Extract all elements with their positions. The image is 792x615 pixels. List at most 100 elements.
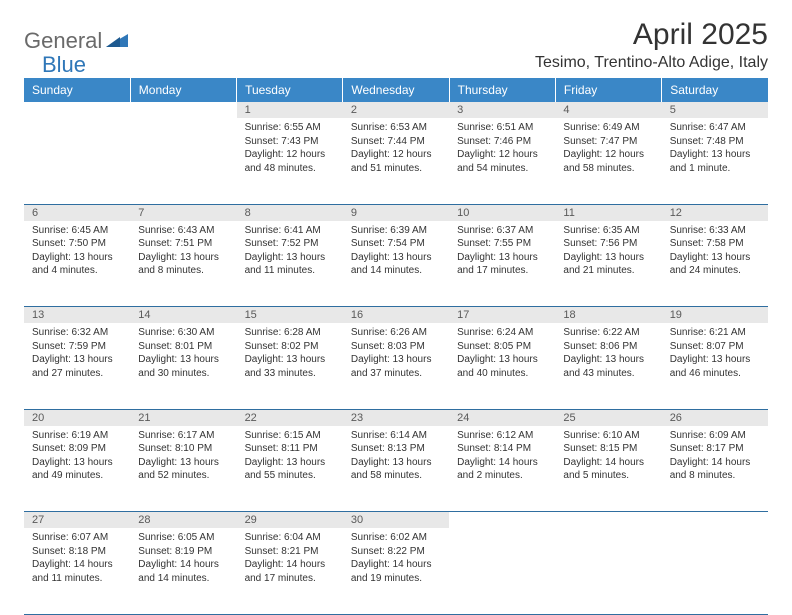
day-number-cell <box>449 512 555 529</box>
sunset-line: Sunset: 8:02 PM <box>245 340 335 354</box>
sunset-line: Sunset: 8:22 PM <box>351 545 441 559</box>
day-number-cell: 9 <box>343 204 449 221</box>
day-cell: Sunrise: 6:53 AMSunset: 7:44 PMDaylight:… <box>343 118 449 204</box>
day-number-cell: 19 <box>662 307 768 324</box>
sunset-line: Sunset: 8:03 PM <box>351 340 441 354</box>
daylight-line: Daylight: 14 hours and 8 minutes. <box>670 456 760 483</box>
daylight-line: Daylight: 14 hours and 2 minutes. <box>457 456 547 483</box>
day-cell <box>24 118 130 204</box>
day-number-cell: 12 <box>662 204 768 221</box>
day-number-cell: 18 <box>555 307 661 324</box>
sunrise-line: Sunrise: 6:14 AM <box>351 429 441 443</box>
daylight-line: Daylight: 13 hours and 17 minutes. <box>457 251 547 278</box>
sunrise-line: Sunrise: 6:35 AM <box>563 224 653 238</box>
location: Tesimo, Trentino-Alto Adige, Italy <box>535 54 768 72</box>
day-cell-body: Sunrise: 6:12 AMSunset: 8:14 PMDaylight:… <box>449 426 555 489</box>
sunrise-line: Sunrise: 6:37 AM <box>457 224 547 238</box>
sunset-line: Sunset: 8:13 PM <box>351 442 441 456</box>
day-cell: Sunrise: 6:55 AMSunset: 7:43 PMDaylight:… <box>237 118 343 204</box>
day-cell: Sunrise: 6:47 AMSunset: 7:48 PMDaylight:… <box>662 118 768 204</box>
sunrise-line: Sunrise: 6:21 AM <box>670 326 760 340</box>
day-number-cell: 30 <box>343 512 449 529</box>
daynum-row: 12345 <box>24 102 768 118</box>
day-cell: Sunrise: 6:17 AMSunset: 8:10 PMDaylight:… <box>130 426 236 512</box>
day-number-cell: 8 <box>237 204 343 221</box>
day-number-cell: 3 <box>449 102 555 118</box>
day-cell-body: Sunrise: 6:15 AMSunset: 8:11 PMDaylight:… <box>237 426 343 489</box>
day-cell-body: Sunrise: 6:51 AMSunset: 7:46 PMDaylight:… <box>449 118 555 181</box>
daylight-line: Daylight: 13 hours and 1 minute. <box>670 148 760 175</box>
day-cell-body: Sunrise: 6:30 AMSunset: 8:01 PMDaylight:… <box>130 323 236 386</box>
sunset-line: Sunset: 8:05 PM <box>457 340 547 354</box>
day-cell-body: Sunrise: 6:14 AMSunset: 8:13 PMDaylight:… <box>343 426 449 489</box>
daynum-row: 6789101112 <box>24 204 768 221</box>
day-cell: Sunrise: 6:33 AMSunset: 7:58 PMDaylight:… <box>662 221 768 307</box>
day-cell: Sunrise: 6:15 AMSunset: 8:11 PMDaylight:… <box>237 426 343 512</box>
day-cell-body: Sunrise: 6:05 AMSunset: 8:19 PMDaylight:… <box>130 528 236 591</box>
day-cell-body: Sunrise: 6:47 AMSunset: 7:48 PMDaylight:… <box>662 118 768 181</box>
week-row: Sunrise: 6:32 AMSunset: 7:59 PMDaylight:… <box>24 323 768 409</box>
daylight-line: Daylight: 13 hours and 24 minutes. <box>670 251 760 278</box>
day-number-cell: 13 <box>24 307 130 324</box>
daylight-line: Daylight: 12 hours and 54 minutes. <box>457 148 547 175</box>
day-number-cell: 26 <box>662 409 768 426</box>
daynum-row: 13141516171819 <box>24 307 768 324</box>
day-number-cell: 14 <box>130 307 236 324</box>
header: General April 2025 Tesimo, Trentino-Alto… <box>24 18 768 72</box>
week-row: Sunrise: 6:07 AMSunset: 8:18 PMDaylight:… <box>24 528 768 614</box>
day-number-cell: 20 <box>24 409 130 426</box>
daylight-line: Daylight: 13 hours and 4 minutes. <box>32 251 122 278</box>
daylight-line: Daylight: 13 hours and 52 minutes. <box>138 456 228 483</box>
day-number-cell: 10 <box>449 204 555 221</box>
day-cell-body: Sunrise: 6:37 AMSunset: 7:55 PMDaylight:… <box>449 221 555 284</box>
sunrise-line: Sunrise: 6:47 AM <box>670 121 760 135</box>
col-monday: Monday <box>130 78 236 102</box>
sunset-line: Sunset: 8:07 PM <box>670 340 760 354</box>
day-cell: Sunrise: 6:35 AMSunset: 7:56 PMDaylight:… <box>555 221 661 307</box>
daylight-line: Daylight: 13 hours and 8 minutes. <box>138 251 228 278</box>
day-cell: Sunrise: 6:24 AMSunset: 8:05 PMDaylight:… <box>449 323 555 409</box>
day-cell-body: Sunrise: 6:53 AMSunset: 7:44 PMDaylight:… <box>343 118 449 181</box>
daylight-line: Daylight: 13 hours and 21 minutes. <box>563 251 653 278</box>
day-number-cell: 25 <box>555 409 661 426</box>
day-number-cell: 15 <box>237 307 343 324</box>
day-cell-body: Sunrise: 6:07 AMSunset: 8:18 PMDaylight:… <box>24 528 130 591</box>
day-number-cell: 24 <box>449 409 555 426</box>
calendar-header-row: Sunday Monday Tuesday Wednesday Thursday… <box>24 78 768 102</box>
daylight-line: Daylight: 13 hours and 46 minutes. <box>670 353 760 380</box>
day-cell-body: Sunrise: 6:39 AMSunset: 7:54 PMDaylight:… <box>343 221 449 284</box>
logo-text-blue: Blue <box>42 52 86 77</box>
day-cell: Sunrise: 6:37 AMSunset: 7:55 PMDaylight:… <box>449 221 555 307</box>
week-row: Sunrise: 6:19 AMSunset: 8:09 PMDaylight:… <box>24 426 768 512</box>
daylight-line: Daylight: 13 hours and 30 minutes. <box>138 353 228 380</box>
day-number-cell: 22 <box>237 409 343 426</box>
day-cell-body: Sunrise: 6:45 AMSunset: 7:50 PMDaylight:… <box>24 221 130 284</box>
day-cell: Sunrise: 6:45 AMSunset: 7:50 PMDaylight:… <box>24 221 130 307</box>
logo-text-blue-wrap: Blue <box>42 52 86 78</box>
sunrise-line: Sunrise: 6:04 AM <box>245 531 335 545</box>
sunrise-line: Sunrise: 6:15 AM <box>245 429 335 443</box>
day-cell-body: Sunrise: 6:09 AMSunset: 8:17 PMDaylight:… <box>662 426 768 489</box>
calendar-table: Sunday Monday Tuesday Wednesday Thursday… <box>24 78 768 615</box>
day-cell: Sunrise: 6:41 AMSunset: 7:52 PMDaylight:… <box>237 221 343 307</box>
logo-triangle-icon <box>106 31 128 52</box>
sunrise-line: Sunrise: 6:32 AM <box>32 326 122 340</box>
day-number-cell: 2 <box>343 102 449 118</box>
day-cell: Sunrise: 6:10 AMSunset: 8:15 PMDaylight:… <box>555 426 661 512</box>
day-number-cell: 1 <box>237 102 343 118</box>
sunset-line: Sunset: 7:48 PM <box>670 135 760 149</box>
day-cell-body: Sunrise: 6:21 AMSunset: 8:07 PMDaylight:… <box>662 323 768 386</box>
day-cell: Sunrise: 6:39 AMSunset: 7:54 PMDaylight:… <box>343 221 449 307</box>
day-cell: Sunrise: 6:22 AMSunset: 8:06 PMDaylight:… <box>555 323 661 409</box>
day-number-cell: 4 <box>555 102 661 118</box>
day-cell-body: Sunrise: 6:04 AMSunset: 8:21 PMDaylight:… <box>237 528 343 591</box>
sunset-line: Sunset: 8:19 PM <box>138 545 228 559</box>
col-thursday: Thursday <box>449 78 555 102</box>
sunrise-line: Sunrise: 6:05 AM <box>138 531 228 545</box>
day-cell-body: Sunrise: 6:41 AMSunset: 7:52 PMDaylight:… <box>237 221 343 284</box>
sunrise-line: Sunrise: 6:19 AM <box>32 429 122 443</box>
daynum-row: 27282930 <box>24 512 768 529</box>
sunrise-line: Sunrise: 6:45 AM <box>32 224 122 238</box>
sunrise-line: Sunrise: 6:51 AM <box>457 121 547 135</box>
day-cell: Sunrise: 6:07 AMSunset: 8:18 PMDaylight:… <box>24 528 130 614</box>
